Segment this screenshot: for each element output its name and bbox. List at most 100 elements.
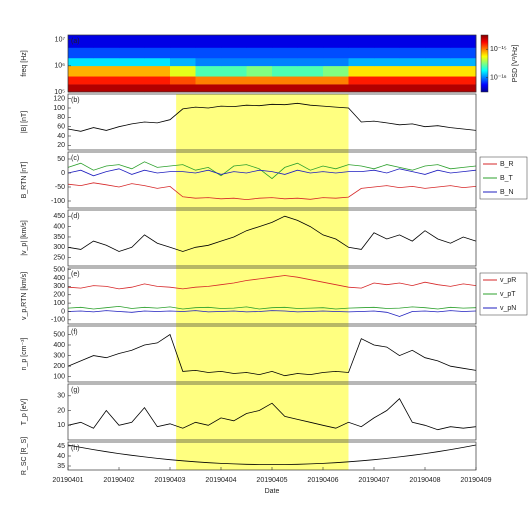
y-tick-label: -50 [55, 184, 65, 191]
data-line [67, 333, 477, 377]
heatmap-cell [323, 57, 349, 67]
heatmap-cell [450, 84, 477, 93]
heatmap-cell [297, 57, 324, 67]
y-tick-label: 400 [53, 342, 65, 349]
heatmap-cell [399, 57, 426, 67]
y-axis-label: B_RTN [nT] [21, 162, 28, 199]
y-tick-label: 120 [53, 96, 65, 103]
y-tick-label: 50 [57, 156, 65, 163]
panel-label: (g) [71, 387, 80, 394]
y-tick-label: 500 [53, 267, 65, 274]
y-axis-label: freq [Hz] [21, 50, 28, 77]
x-tick-label: 20190409 [460, 477, 491, 484]
panel-label: (e) [71, 271, 80, 278]
x-tick-label: 20190401 [52, 477, 83, 484]
heatmap-cell [399, 76, 426, 85]
heatmap-cell [450, 35, 477, 48]
panel-frame [67, 441, 477, 471]
heatmap-cell [297, 35, 324, 48]
heatmap-cell [425, 35, 451, 48]
heatmap-cell [170, 35, 196, 48]
y-tick-label: 20 [57, 407, 65, 414]
highlight-interval [176, 94, 349, 470]
x-tick-label: 20190407 [358, 477, 389, 484]
y-tick-label: 10⁶ [54, 63, 65, 70]
heatmap-cell [68, 76, 94, 85]
colorbar [480, 34, 489, 93]
x-tick-label: 20190403 [154, 477, 185, 484]
data-line [67, 305, 477, 310]
y-axis-label: T_p [eV] [21, 399, 28, 426]
y-tick-label: 100 [53, 300, 65, 307]
y-tick-label: 10⁷ [55, 36, 66, 43]
heatmap-cell [246, 65, 273, 77]
y-tick-label: 300 [53, 352, 65, 359]
heatmap-cell [374, 65, 400, 77]
y-tick-label: 500 [53, 331, 65, 338]
y-tick-label: 400 [53, 223, 65, 230]
y-axis-label: v_p,RTN [km/s] [21, 272, 28, 320]
legend-label: v_pR [500, 277, 516, 284]
heatmap-cell [144, 84, 171, 93]
y-tick-label: 60 [57, 124, 65, 131]
y-tick-label: 400 [53, 275, 65, 282]
heatmap-cell [144, 65, 171, 77]
heatmap-cell [297, 65, 324, 77]
panel-frame [67, 209, 477, 267]
y-tick-label: 10 [57, 422, 65, 429]
heatmap-cell [272, 47, 298, 59]
heatmap-cell [297, 84, 324, 93]
heatmap-cell [144, 47, 171, 59]
data-line [67, 215, 477, 252]
data-line [67, 310, 477, 317]
y-tick-label: 20 [57, 142, 65, 149]
heatmap-cell [399, 65, 426, 77]
legend-label: B_R [500, 161, 514, 168]
heatmap-cell [348, 84, 375, 93]
data-line [67, 102, 477, 132]
heatmap-cell [170, 47, 196, 59]
y-tick-label: -100 [51, 317, 65, 324]
heatmap-cell [425, 76, 451, 85]
heatmap-cell [195, 35, 222, 48]
heatmap-cell [272, 35, 298, 48]
heatmap-cell [425, 57, 451, 67]
heatmap-cell [119, 47, 145, 59]
y-axis-label: |v_p| [km/s] [21, 220, 28, 256]
heatmap-cell [93, 65, 120, 77]
background-layer [176, 94, 349, 470]
x-tick-label: 20190405 [256, 477, 287, 484]
heatmap-cell [93, 84, 120, 93]
heatmap-cell [323, 84, 349, 93]
colorbar-tick-label: 10⁻¹⁵ [490, 46, 507, 53]
heatmap-cell [93, 76, 120, 85]
panel-label: (h) [71, 445, 80, 452]
y-tick-label: 250 [53, 255, 65, 262]
heatmap-cell [246, 84, 273, 93]
y-axis-label: R_SC [R_S] [21, 437, 28, 475]
colorbar-label: PSD [V²/Hz] [512, 45, 519, 83]
y-axis-label: |B| [nT] [21, 111, 28, 133]
panel-frame [67, 93, 477, 151]
heatmap-cell [119, 35, 145, 48]
y-axis-label: n_p [cm⁻³] [21, 338, 28, 371]
heatmap-cell [195, 65, 222, 77]
heatmap-cell [348, 76, 375, 85]
data-line [67, 182, 477, 201]
heatmap-cell [348, 47, 375, 59]
heatmap-cell [144, 35, 171, 48]
x-tick-label: 20190406 [307, 477, 338, 484]
heatmap-cell [68, 84, 94, 93]
y-tick-label: 0 [61, 308, 65, 315]
heatmap-cell [68, 47, 94, 59]
y-tick-label: 45 [57, 443, 65, 450]
heatmap-cell [323, 65, 349, 77]
heatmap-cell [450, 47, 477, 59]
heatmap-cell [68, 65, 94, 77]
heatmap-cell [195, 76, 222, 85]
y-tick-label: 30 [57, 393, 65, 400]
heatmap-cell [221, 65, 247, 77]
panel-frame [67, 325, 477, 383]
panel-frame [67, 34, 477, 93]
heatmap-cell [119, 76, 145, 85]
